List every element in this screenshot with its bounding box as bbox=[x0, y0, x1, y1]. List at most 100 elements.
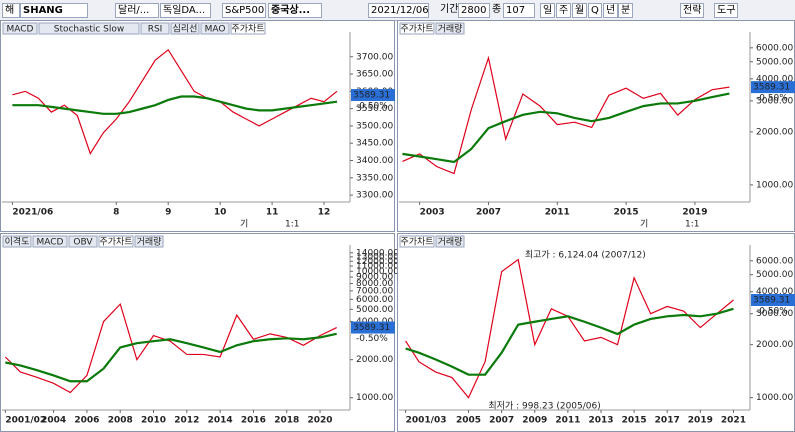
change-label: -0.50% bbox=[356, 334, 388, 344]
x-tick-label: 2001/03 bbox=[406, 416, 447, 426]
btn[interactable]: 전략 bbox=[680, 3, 705, 18]
x-tick-label: 2008 bbox=[108, 416, 133, 426]
x-tick-label: 2015 bbox=[622, 416, 647, 426]
tab[interactable]: S&P500 bbox=[222, 3, 266, 18]
tab-label[interactable]: Stochastic Slow bbox=[54, 25, 125, 35]
tab[interactable] bbox=[2, 22, 38, 35]
input[interactable]: 2800 bbox=[458, 3, 490, 18]
tab[interactable] bbox=[399, 235, 435, 248]
x-tick-label: 2007 bbox=[476, 208, 501, 218]
price-line bbox=[405, 307, 734, 376]
tab[interactable] bbox=[32, 235, 68, 248]
price-label: 3589.31 bbox=[353, 91, 390, 101]
tab[interactable] bbox=[134, 235, 164, 248]
y-tick-label: 2000.00 bbox=[756, 340, 793, 350]
x-tick-label: 9 bbox=[165, 208, 171, 218]
x-tick-label: 2016 bbox=[241, 416, 266, 426]
input[interactable]: 107 bbox=[503, 3, 535, 18]
tab[interactable] bbox=[435, 235, 465, 248]
y-tick-label: 3650.00 bbox=[356, 70, 393, 80]
x-tick-label: 2007 bbox=[489, 416, 514, 426]
price-box bbox=[751, 294, 795, 307]
tab[interactable] bbox=[170, 22, 200, 35]
price-line bbox=[12, 48, 338, 155]
tab-label[interactable]: 주가차트 bbox=[400, 23, 433, 35]
tab[interactable] bbox=[2, 235, 32, 248]
y-tick-label: 5000.00 bbox=[356, 305, 393, 315]
tab-label[interactable]: 심리선 bbox=[173, 24, 198, 35]
y-tick-label: 6000.00 bbox=[356, 295, 393, 305]
tab[interactable] bbox=[230, 22, 266, 35]
y-tick-label: 5000.00 bbox=[756, 270, 793, 280]
tab[interactable]: 달러/... bbox=[115, 3, 159, 18]
tab-label[interactable]: OBV bbox=[73, 238, 93, 248]
tab[interactable]: 독일DA... bbox=[160, 3, 211, 18]
panel bbox=[397, 233, 795, 432]
control[interactable]: 기 bbox=[240, 219, 248, 230]
x-tick-label: 2010 bbox=[141, 416, 166, 426]
control[interactable]: 기 bbox=[640, 219, 648, 230]
period[interactable]: Q bbox=[588, 3, 602, 18]
tab-label[interactable]: MACD bbox=[7, 25, 34, 35]
tab-label[interactable]: MACD bbox=[37, 238, 64, 248]
period[interactable]: 년 bbox=[603, 3, 619, 18]
tab-label[interactable]: 거래량 bbox=[137, 236, 162, 248]
code[interactable]: SHANG bbox=[20, 3, 88, 18]
tab[interactable] bbox=[68, 235, 98, 248]
tab-label[interactable]: 거래량 bbox=[438, 236, 463, 248]
control[interactable]: 1:1 bbox=[685, 220, 699, 230]
price-box bbox=[751, 81, 795, 94]
tab[interactable]: 중국상... bbox=[268, 3, 322, 18]
tab-label[interactable]: 주가차트 bbox=[400, 236, 433, 248]
annotation: 최저가 : 998.23 (2005/06) bbox=[488, 401, 600, 412]
tab-label[interactable]: 이격도 bbox=[5, 236, 30, 248]
period[interactable]: 분 bbox=[618, 3, 634, 18]
x-tick-label: 11 bbox=[266, 208, 279, 218]
tab[interactable] bbox=[98, 235, 134, 248]
tab[interactable] bbox=[38, 22, 140, 35]
x-tick-label: 2012 bbox=[174, 416, 199, 426]
control[interactable]: 1:1 bbox=[285, 220, 299, 230]
period[interactable]: 일 bbox=[540, 3, 556, 18]
y-tick-label: 6000.00 bbox=[756, 256, 793, 266]
tab-label[interactable]: RSI bbox=[148, 25, 163, 35]
y-tick-label: 1000.00 bbox=[756, 180, 793, 190]
x-tick-label: 2015 bbox=[614, 208, 639, 218]
y-tick-label: 11000.00 bbox=[356, 262, 399, 272]
btn[interactable]: 도구 bbox=[714, 3, 739, 18]
y-tick-label: 2000.00 bbox=[756, 127, 793, 137]
x-tick-label: 12 bbox=[318, 208, 331, 218]
y-tick-label: 1000.00 bbox=[756, 393, 793, 403]
tab[interactable] bbox=[435, 22, 465, 35]
tab[interactable] bbox=[140, 22, 170, 35]
price-line bbox=[402, 92, 730, 164]
x-tick-label: 2021/06 bbox=[12, 208, 53, 218]
x-tick-label: 2006 bbox=[74, 416, 99, 426]
period[interactable]: 월 bbox=[572, 3, 588, 18]
tab-label[interactable]: MAO bbox=[205, 25, 226, 35]
label: 종 bbox=[492, 4, 502, 15]
tab[interactable] bbox=[399, 22, 435, 35]
y-tick-label: 3000.00 bbox=[756, 96, 793, 106]
x-tick-label: 2005 bbox=[456, 416, 481, 426]
y-tick-label: 3450.00 bbox=[356, 139, 393, 149]
x-tick-label: 2020 bbox=[307, 416, 332, 426]
tab[interactable] bbox=[200, 22, 230, 35]
price-label: 3589.31 bbox=[753, 296, 790, 306]
tab-label[interactable]: 주가차트 bbox=[231, 23, 264, 35]
btn[interactable]: 해 bbox=[2, 3, 20, 18]
tab-label[interactable]: 주가차트 bbox=[99, 236, 132, 248]
toolbar: 해 SHANG 달러/... 독일DA... S&P500 중국상... 202… bbox=[0, 0, 795, 21]
y-tick-label: 2000.00 bbox=[356, 355, 393, 365]
change-label: -0.50% bbox=[756, 307, 788, 317]
x-tick-label: 2009 bbox=[522, 416, 547, 426]
date[interactable]: 2021/12/06 bbox=[368, 3, 429, 18]
x-tick-label: 2018 bbox=[274, 416, 299, 426]
tab-label[interactable]: 거래량 bbox=[438, 23, 463, 35]
period[interactable]: 주 bbox=[556, 3, 572, 18]
x-tick-label: 2003 bbox=[420, 208, 445, 218]
y-tick-label: 10000.00 bbox=[356, 267, 399, 277]
x-tick-label: 10 bbox=[214, 208, 227, 218]
price-line bbox=[5, 332, 337, 383]
